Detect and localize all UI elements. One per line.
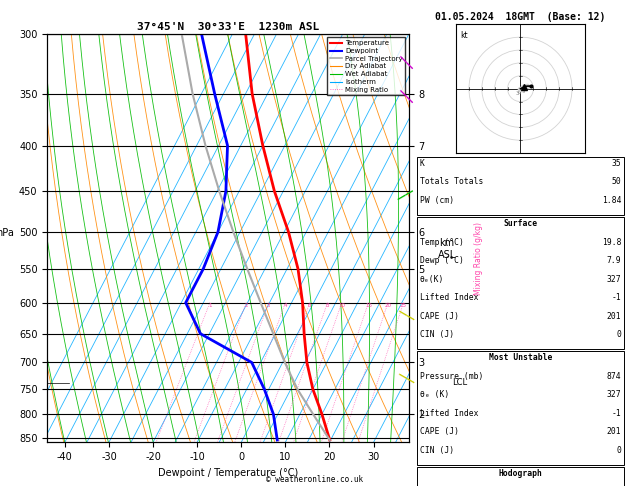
Text: Dewp (°C): Dewp (°C): [420, 256, 464, 265]
Text: ——: ——: [395, 370, 416, 388]
Text: ——: ——: [395, 87, 416, 107]
Text: 6: 6: [518, 90, 521, 95]
Text: Hodograph: Hodograph: [499, 469, 542, 478]
Text: PW (cm): PW (cm): [420, 196, 454, 205]
Text: 50: 50: [611, 177, 621, 187]
Text: 327: 327: [607, 390, 621, 399]
Text: ——: ——: [395, 53, 416, 73]
Text: ——: ——: [395, 307, 416, 325]
Text: 0: 0: [616, 330, 621, 339]
Text: 19.8: 19.8: [602, 238, 621, 247]
Text: 8: 8: [326, 303, 330, 308]
Text: 201: 201: [607, 312, 621, 321]
Text: 3: 3: [515, 91, 519, 96]
Text: CAPE (J): CAPE (J): [420, 427, 459, 436]
Text: CIN (J): CIN (J): [420, 330, 454, 339]
Text: Surface: Surface: [503, 219, 538, 228]
Title: 37°45'N  30°33'E  1230m ASL: 37°45'N 30°33'E 1230m ASL: [137, 22, 319, 32]
Text: 20: 20: [384, 303, 391, 308]
Text: 35: 35: [611, 159, 621, 168]
Text: θₑ (K): θₑ (K): [420, 390, 449, 399]
Y-axis label: hPa: hPa: [0, 228, 14, 238]
Text: Lifted Index: Lifted Index: [420, 293, 478, 302]
Text: -1: -1: [611, 293, 621, 302]
Text: 0: 0: [616, 446, 621, 455]
Text: -1: -1: [611, 409, 621, 418]
Text: 3: 3: [267, 303, 270, 308]
Text: © weatheronline.co.uk: © weatheronline.co.uk: [266, 474, 363, 484]
Text: 2: 2: [245, 303, 248, 308]
Text: 6: 6: [308, 303, 311, 308]
Text: ——: ——: [395, 185, 416, 204]
Text: 1: 1: [208, 303, 211, 308]
Text: Pressure (mb): Pressure (mb): [420, 372, 483, 381]
Text: Mixing Ratio (g/kg): Mixing Ratio (g/kg): [474, 222, 483, 295]
Text: 327: 327: [607, 275, 621, 284]
Text: CAPE (J): CAPE (J): [420, 312, 459, 321]
Text: 15: 15: [365, 303, 372, 308]
Text: θₑ(K): θₑ(K): [420, 275, 444, 284]
Text: Totals Totals: Totals Totals: [420, 177, 483, 187]
Y-axis label: km
ASL: km ASL: [438, 238, 456, 260]
Text: 874: 874: [607, 372, 621, 381]
Text: 01.05.2024  18GMT  (Base: 12): 01.05.2024 18GMT (Base: 12): [435, 12, 606, 22]
Text: Lifted Index: Lifted Index: [420, 409, 478, 418]
Text: Most Unstable: Most Unstable: [489, 353, 552, 363]
Text: 201: 201: [607, 427, 621, 436]
Text: LCL: LCL: [452, 379, 467, 387]
Text: K: K: [420, 159, 425, 168]
X-axis label: Dewpoint / Temperature (°C): Dewpoint / Temperature (°C): [158, 468, 298, 478]
Text: 10: 10: [338, 303, 345, 308]
Text: 1.84: 1.84: [602, 196, 621, 205]
Text: 4: 4: [284, 303, 287, 308]
Text: Temp (°C): Temp (°C): [420, 238, 464, 247]
Text: 7.9: 7.9: [607, 256, 621, 265]
Text: kt: kt: [460, 31, 467, 40]
Text: 25: 25: [400, 303, 407, 308]
Legend: Temperature, Dewpoint, Parcel Trajectory, Dry Adiabat, Wet Adiabat, Isotherm, Mi: Temperature, Dewpoint, Parcel Trajectory…: [327, 37, 405, 95]
Text: CIN (J): CIN (J): [420, 446, 454, 455]
Text: 9: 9: [522, 88, 525, 94]
